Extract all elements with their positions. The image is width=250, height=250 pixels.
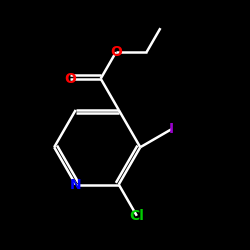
Text: O: O [64,72,76,86]
Text: O: O [110,45,122,59]
Text: Cl: Cl [129,209,144,223]
Text: I: I [169,122,174,136]
Text: N: N [70,178,82,192]
